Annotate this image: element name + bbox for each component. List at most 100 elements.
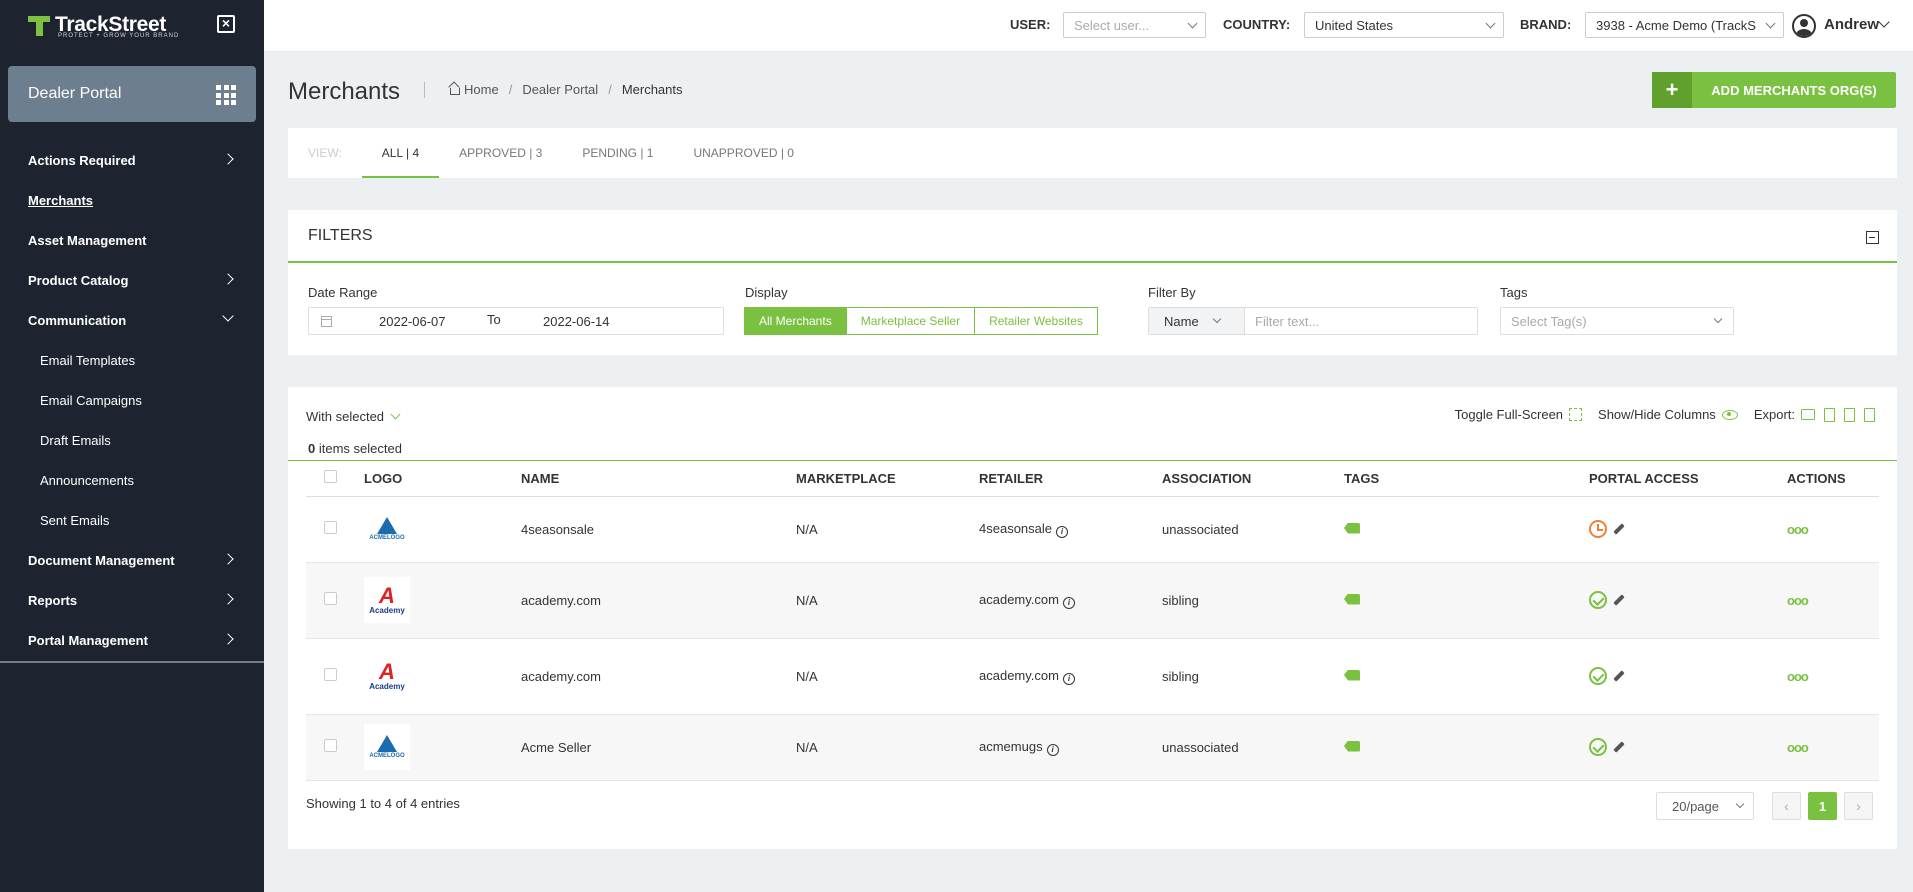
prev-page-button[interactable]: ‹ <box>1772 792 1801 820</box>
sidebar-item-announcements[interactable]: Announcements <box>0 460 264 500</box>
row-checkbox[interactable] <box>324 739 337 752</box>
column-header-association[interactable]: ASSOCIATION <box>1162 461 1344 497</box>
tab-pending[interactable]: PENDING | 1 <box>582 146 654 160</box>
filter-text-input[interactable]: Filter text... <box>1255 314 1320 329</box>
date-range-picker[interactable]: 2022-06-07 To 2022-06-14 <box>308 307 724 335</box>
column-header-tags: TAGS <box>1344 461 1589 497</box>
show-hide-columns-button[interactable]: Show/Hide Columns <box>1598 407 1738 422</box>
tag-icon[interactable] <box>1344 593 1360 605</box>
user-select[interactable]: Select user... <box>1063 12 1206 38</box>
export-email-icon[interactable] <box>1801 409 1815 420</box>
column-header-marketplace[interactable]: MARKETPLACE <box>796 461 979 497</box>
sidebar-item-portal-management[interactable]: Portal Management <box>0 620 264 660</box>
display-retailer-websites-button[interactable]: Retailer Websites <box>974 307 1098 335</box>
tags-select[interactable]: Select Tag(s) <box>1500 307 1734 335</box>
pencil-icon[interactable] <box>1613 523 1625 535</box>
tab-approved[interactable]: APPROVED | 3 <box>459 146 543 160</box>
with-selected-dropdown[interactable]: With selected <box>306 409 401 424</box>
breadcrumb-merchants: Merchants <box>621 82 683 97</box>
info-icon[interactable]: i <box>1062 596 1075 609</box>
acme-logo-text: ACMELOGO <box>369 535 405 541</box>
row-checkbox[interactable] <box>324 592 337 605</box>
column-header-name[interactable]: NAME <box>521 461 796 497</box>
chevron-right-icon <box>222 553 234 565</box>
date-from-value[interactable]: 2022-06-07 <box>379 314 446 329</box>
pencil-icon[interactable] <box>1613 594 1625 606</box>
tag-icon[interactable] <box>1344 669 1360 681</box>
filters-panel: FILTERS Date Range 2022-06-07 To 2022-06… <box>288 210 1897 355</box>
tab-all[interactable]: ALL | 4 <box>361 128 440 178</box>
more-icon[interactable]: ooo <box>1787 668 1809 684</box>
row-checkbox[interactable] <box>324 668 337 681</box>
tab-unapproved[interactable]: UNAPPROVED | 0 <box>693 146 794 160</box>
pencil-icon[interactable] <box>1613 741 1625 753</box>
filter-by-field-select[interactable]: Name <box>1149 308 1245 334</box>
trackstreet-logo[interactable]: TrackStreet PROTECT + GROW YOUR BRAND <box>28 14 178 39</box>
export-csv-icon[interactable] <box>1824 407 1835 422</box>
association-cell: unassociated <box>1162 496 1344 563</box>
sidebar-item-email-templates[interactable]: Email Templates <box>0 340 264 380</box>
more-icon[interactable]: ooo <box>1787 521 1809 537</box>
table-row: ACMELOGO 4seasonsale N/A 4seasonsale i un… <box>306 496 1879 563</box>
select-all-checkbox[interactable] <box>324 470 337 484</box>
column-header-portal-access[interactable]: PORTAL ACCESS <box>1589 461 1787 497</box>
row-checkbox[interactable] <box>324 521 337 534</box>
toggle-fullscreen-button[interactable]: Toggle Full-Screen <box>1455 407 1583 422</box>
user-avatar-icon[interactable] <box>1792 14 1816 38</box>
column-header-retailer[interactable]: RETAILER <box>979 461 1162 497</box>
tag-icon[interactable] <box>1344 740 1360 752</box>
breadcrumb-separator: / <box>608 82 612 97</box>
tags-cell <box>1344 638 1589 715</box>
info-icon[interactable]: i <box>1046 743 1059 756</box>
chevron-down-icon <box>1187 18 1198 29</box>
apps-grid-icon[interactable] <box>216 85 236 105</box>
export-excel-icon[interactable] <box>1844 407 1855 422</box>
date-to-value[interactable]: 2022-06-14 <box>543 314 610 329</box>
info-icon[interactable]: i <box>1056 525 1068 538</box>
sidebar-item-asset-management[interactable]: Asset Management <box>0 220 264 260</box>
per-page-select[interactable]: 20/page <box>1656 792 1754 820</box>
user-name[interactable]: Andrew <box>1824 16 1880 33</box>
collapse-icon[interactable] <box>1866 231 1879 244</box>
sidebar-item-document-management[interactable]: Document Management <box>0 540 264 580</box>
brand-select[interactable]: 3938 - Acme Demo (TrackS <box>1585 12 1784 38</box>
tag-icon[interactable] <box>1344 522 1360 534</box>
more-icon[interactable]: ooo <box>1787 592 1809 608</box>
chevron-down-icon <box>1765 18 1776 29</box>
pencil-icon[interactable] <box>1613 670 1625 682</box>
close-sidebar-icon[interactable]: × <box>217 15 235 33</box>
sidebar-item-actions-required[interactable]: Actions Required <box>0 140 264 180</box>
page-button-current[interactable]: 1 <box>1808 792 1837 820</box>
sidebar-item-reports[interactable]: Reports <box>0 580 264 620</box>
marketplace-cell: N/A <box>796 562 979 639</box>
display-marketplace-seller-button[interactable]: Marketplace Seller <box>845 307 976 335</box>
sidebar-item-draft-emails[interactable]: Draft Emails <box>0 420 264 460</box>
info-icon[interactable]: i <box>1062 672 1075 685</box>
breadcrumb-dealer-portal[interactable]: Dealer Portal <box>522 82 599 97</box>
sidebar-item-sent-emails[interactable]: Sent Emails <box>0 500 264 540</box>
sidebar-item-email-campaigns[interactable]: Email Campaigns <box>0 380 264 420</box>
breadcrumb-home[interactable]: Home <box>448 82 499 97</box>
sidebar-item-label: Draft Emails <box>40 432 111 448</box>
display-all-merchants-button[interactable]: All Merchants <box>744 307 847 335</box>
sidebar-item-merchants[interactable]: Merchants <box>0 180 264 220</box>
add-merchants-label: ADD MERCHANTS ORG(S) <box>1711 82 1877 98</box>
table-header-divider <box>288 460 1897 461</box>
next-page-button[interactable]: › <box>1844 792 1873 820</box>
academy-logo: A Academy <box>364 653 410 699</box>
export-pdf-icon[interactable] <box>1864 407 1875 422</box>
selected-count-value: 0 <box>308 441 316 456</box>
logo-cell: A Academy <box>364 638 521 715</box>
portal-switcher[interactable]: Dealer Portal <box>8 66 256 122</box>
sidebar-item-communication[interactable]: Communication <box>0 300 264 340</box>
merchants-table: LOGO NAME MARKETPLACE RETAILER ASSOCIATI… <box>306 461 1879 781</box>
row-select-cell <box>306 496 364 563</box>
calendar-icon <box>321 316 332 327</box>
country-select[interactable]: United States <box>1304 12 1504 38</box>
marketplace-cell: N/A <box>796 714 979 781</box>
add-merchants-button[interactable]: + ADD MERCHANTS ORG(S) <box>1652 72 1896 108</box>
actions-cell: ooo <box>1787 714 1879 781</box>
more-icon[interactable]: ooo <box>1787 739 1809 755</box>
chevron-down-icon <box>222 310 234 322</box>
sidebar-item-product-catalog[interactable]: Product Catalog <box>0 260 264 300</box>
